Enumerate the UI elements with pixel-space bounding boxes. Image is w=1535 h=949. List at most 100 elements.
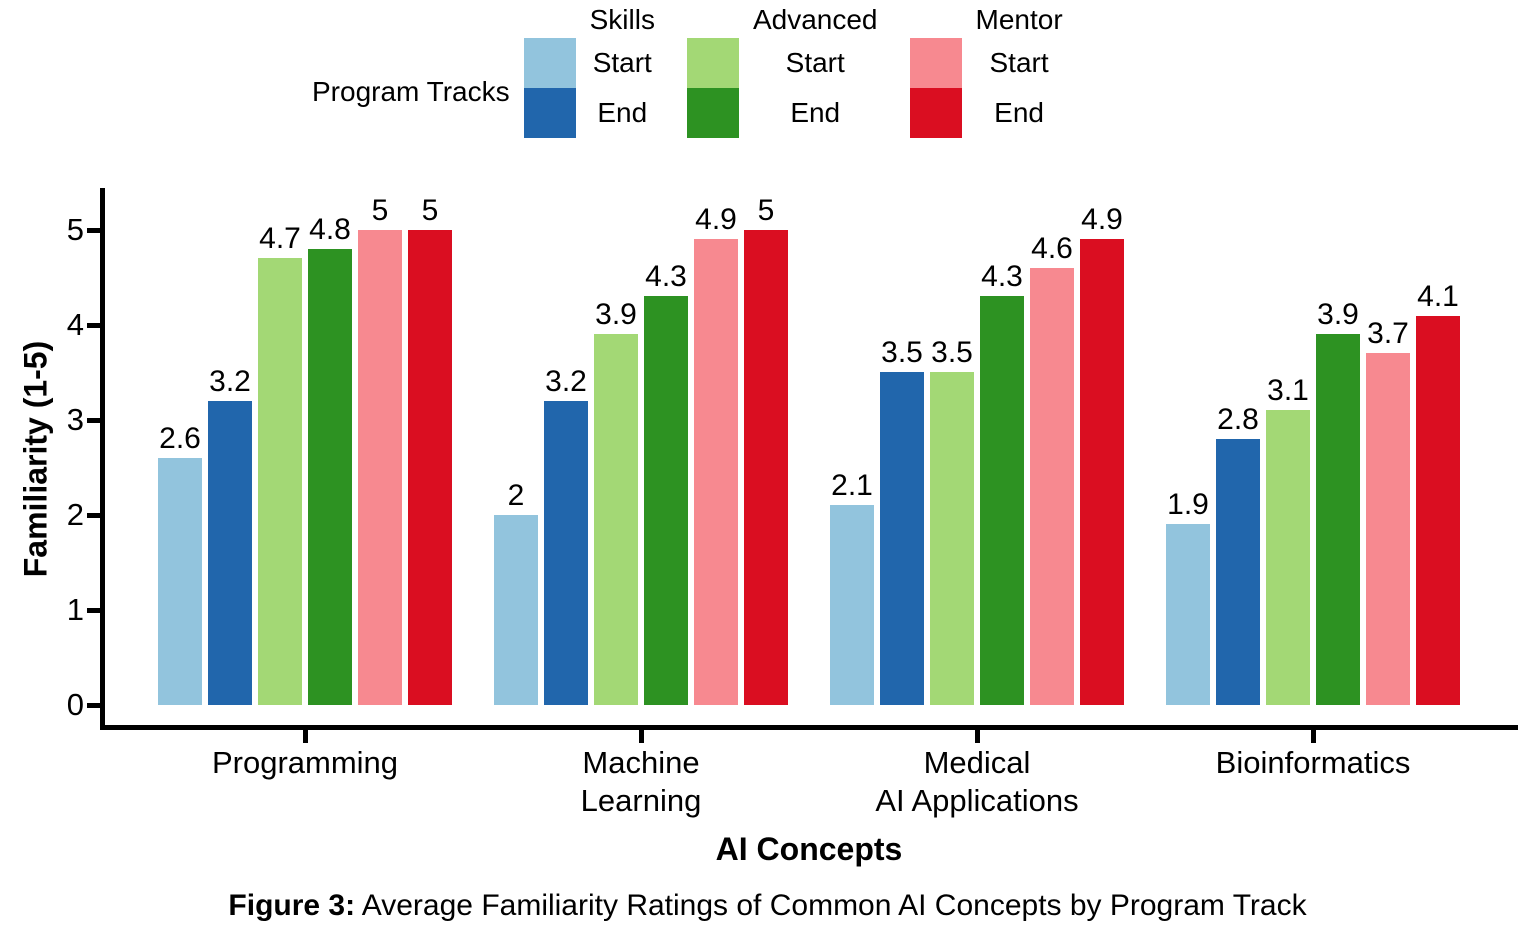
x-category-label: Medical xyxy=(923,745,1031,780)
legend-entry-label: End xyxy=(790,97,841,128)
bar-value-label: 5 xyxy=(757,194,775,227)
bar-value-label: 4.3 xyxy=(645,260,687,293)
figure-caption-prefix: Figure 3: xyxy=(228,889,356,922)
legend-entry-label: End xyxy=(994,97,1044,128)
bar-value-label: 3.2 xyxy=(209,365,251,398)
legend-label-column: Skills Start End xyxy=(576,2,669,138)
bar-advanced-start xyxy=(930,372,974,705)
legend-swatch-start xyxy=(909,38,962,88)
legend-swatch-column xyxy=(909,38,962,138)
bar-value-label: 3.5 xyxy=(931,336,973,369)
bar-advanced-start xyxy=(1266,410,1310,705)
bar-mentor-start xyxy=(1030,268,1074,705)
bar-skills-start xyxy=(158,458,202,705)
bar-value-label: 5 xyxy=(371,194,389,227)
bar-advanced-end xyxy=(644,296,688,705)
bar-value-label: 3.2 xyxy=(545,365,587,398)
legend-group-mentor: Mentor Start End xyxy=(909,2,1077,138)
x-axis-title: AI Concepts xyxy=(715,831,903,867)
bar-skills-end xyxy=(880,372,924,705)
y-tick-label: 5 xyxy=(66,212,84,247)
legend-entry-label: End xyxy=(597,97,648,128)
bar-mentor-start xyxy=(358,230,402,705)
bar-value-label: 2.1 xyxy=(831,469,873,502)
y-tick-mark xyxy=(87,608,100,613)
legend-group-advanced: Advanced Start End xyxy=(686,2,892,138)
x-axis-line xyxy=(100,725,1518,730)
legend-swatch-end xyxy=(686,88,739,138)
bar-value-label: 4.9 xyxy=(1081,203,1123,236)
bar-skills-start xyxy=(494,515,538,705)
x-category-label: AI Applications xyxy=(875,783,1079,818)
bar-value-label: 3.9 xyxy=(1317,298,1359,331)
bar-advanced-end xyxy=(308,249,352,705)
bar-skills-end xyxy=(208,401,252,705)
bar-mentor-end xyxy=(1416,316,1460,705)
bar-value-label: 3.7 xyxy=(1367,317,1409,350)
legend-swatch-start xyxy=(523,38,576,88)
bar-advanced-end xyxy=(1316,334,1360,705)
y-axis-line xyxy=(100,188,105,730)
bar-value-label: 3.9 xyxy=(595,298,637,331)
legend-label-column: Advanced Start End xyxy=(739,2,892,138)
x-category-label: Programming xyxy=(211,745,399,780)
legend-groups: Skills Start End Advanced Start End Mentor Star… xyxy=(523,2,1077,138)
bar-advanced-end xyxy=(980,296,1024,705)
bar-value-label: 4.9 xyxy=(695,203,737,236)
legend-entry-label: Start xyxy=(785,47,845,78)
bar-value-label: 5 xyxy=(421,194,439,227)
legend-entry-label: Start xyxy=(592,47,652,78)
legend-group-skills: Skills Start End xyxy=(523,2,669,138)
bar-value-label: 2.8 xyxy=(1217,403,1259,436)
chart-legend: Program Tracks Skills Start End Advanced Sta… xyxy=(312,2,1077,138)
bar-value-label: 3.1 xyxy=(1267,374,1309,407)
bar-mentor-end xyxy=(744,230,788,705)
bar-value-label: 4.8 xyxy=(309,213,351,246)
y-tick-mark xyxy=(87,418,100,423)
bar-value-label: 4.7 xyxy=(259,222,301,255)
bar-skills-end xyxy=(1216,439,1260,705)
y-tick-label: 0 xyxy=(66,687,84,722)
bar-mentor-end xyxy=(408,230,452,705)
legend-title: Program Tracks xyxy=(312,76,510,107)
x-tick-mark xyxy=(1311,730,1316,743)
figure-caption-text: Average Familiarity Ratings of Common AI… xyxy=(361,889,1307,922)
y-tick-mark xyxy=(87,703,100,708)
legend-swatch-end xyxy=(523,88,576,138)
y-tick-label: 2 xyxy=(66,497,84,532)
bar-skills-start xyxy=(830,505,874,705)
legend-swatch-column xyxy=(686,38,739,138)
legend-swatch-start xyxy=(686,38,739,88)
bar-value-label: 1.9 xyxy=(1167,488,1209,521)
y-tick-mark xyxy=(87,323,100,328)
bar-value-label: 4.3 xyxy=(981,260,1023,293)
legend-label-column: Mentor Start End xyxy=(962,2,1077,138)
legend-entry-label: Start xyxy=(989,47,1049,78)
bar-advanced-start xyxy=(258,258,302,705)
x-tick-mark xyxy=(303,730,308,743)
bar-skills-start xyxy=(1166,524,1210,705)
y-tick-label: 3 xyxy=(66,402,84,437)
y-tick-mark xyxy=(87,228,100,233)
y-tick-label: 4 xyxy=(66,307,84,342)
bar-value-label: 4.6 xyxy=(1031,232,1073,265)
bar-mentor-start xyxy=(694,239,738,705)
legend-swatch-end xyxy=(909,88,962,138)
bar-mentor-end xyxy=(1080,239,1124,705)
y-tick-mark xyxy=(87,513,100,518)
y-tick-label: 1 xyxy=(66,592,84,627)
figure-caption: Figure 3: Average Familiarity Ratings of… xyxy=(0,889,1535,923)
bar-value-label: 2.6 xyxy=(159,422,201,455)
x-category-label: Machine xyxy=(582,745,700,780)
bar-skills-end xyxy=(544,401,588,705)
bar-value-label: 4.1 xyxy=(1417,280,1459,313)
legend-group-title: Advanced xyxy=(752,4,878,35)
bar-advanced-start xyxy=(594,334,638,705)
x-category-label: Learning xyxy=(580,783,702,818)
legend-swatch-column xyxy=(523,38,576,138)
x-tick-mark xyxy=(639,730,644,743)
bar-mentor-start xyxy=(1366,353,1410,705)
bar-value-label: 2 xyxy=(507,479,525,512)
legend-group-title: Mentor xyxy=(975,4,1063,35)
